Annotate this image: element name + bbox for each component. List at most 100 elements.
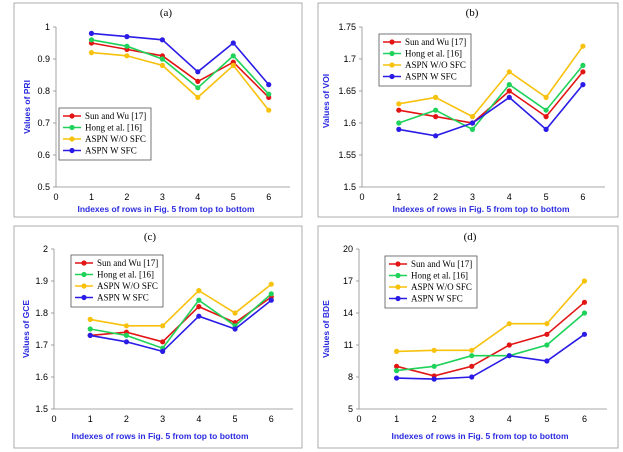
x-tick-label: 6 — [580, 192, 585, 202]
data-point — [506, 69, 512, 75]
legend-marker — [395, 272, 401, 279]
data-point — [433, 133, 439, 139]
data-point — [433, 107, 439, 113]
y-tick-label: 0.7 — [37, 118, 50, 128]
legend-marker — [81, 260, 87, 266]
data-point — [266, 91, 272, 97]
legend-label: Sun and Wu [17] — [97, 258, 158, 268]
panel-b-frame — [317, 2, 619, 218]
legend-label: ASPN W SFC — [405, 72, 457, 82]
data-point — [160, 339, 166, 345]
series-line — [396, 312, 586, 372]
legend-marker — [69, 136, 75, 142]
legend-marker — [81, 294, 87, 301]
legend-label: Hong et al. [16] — [85, 123, 142, 133]
x-tick-label: 5 — [544, 192, 549, 202]
data-point — [393, 368, 400, 374]
data-point — [196, 297, 202, 303]
x-tick-label: 0 — [53, 192, 58, 202]
data-point — [230, 40, 236, 46]
legend-label: Sun and Wu [17] — [405, 37, 466, 47]
data-point — [544, 331, 550, 337]
y-tick-label: 1.7 — [343, 54, 356, 64]
x-tick-label: 6 — [266, 192, 271, 202]
legend-marker — [395, 284, 401, 290]
data-point — [580, 43, 586, 49]
data-point — [195, 85, 201, 91]
x-tick-label: 6 — [269, 414, 274, 424]
x-tick-label: 2 — [432, 414, 437, 424]
data-point — [433, 94, 439, 100]
data-point — [393, 363, 400, 369]
legend-label: ASPN W SFC — [85, 146, 137, 156]
data-point — [469, 363, 475, 369]
data-point — [159, 62, 165, 68]
panel-d-y-label: Values of BDE — [321, 300, 331, 358]
legend-label: Hong et al. [16] — [411, 271, 468, 281]
y-tick-label: 0.9 — [37, 54, 50, 64]
x-tick-label: 1 — [394, 414, 399, 424]
data-point — [230, 62, 236, 68]
legend-label: ASPN W/O SFC — [85, 134, 146, 144]
data-point — [581, 299, 588, 305]
series-line — [398, 84, 584, 137]
data-point — [543, 107, 549, 113]
panel-c-frame — [13, 225, 303, 449]
y-tick-label: 1.5 — [35, 404, 48, 414]
series-line — [90, 283, 272, 327]
data-point — [88, 50, 95, 56]
data-point — [268, 297, 274, 303]
panel-c-x-label: Indexes of rows in Fig. 5 from top to bo… — [71, 431, 249, 441]
panel-b-plot: 1.5 1.55 1.6 1.65 1.7 1.75 0 1 2 3 4 5 6 — [338, 22, 605, 202]
legend-label: ASPN W/O SFC — [405, 60, 466, 70]
panel-a-x-label: Indexes of rows in Fig. 5 from top to bo… — [77, 204, 255, 214]
y-tick-label: 0.6 — [37, 150, 50, 160]
panel-b-y-label: Values of VOI — [321, 74, 331, 128]
panel-a-plot: 0.5 0.6 0.7 0.8 0.9 1 0 1 2 3 4 5 6 — [37, 22, 290, 202]
y-tick-label: 11 — [344, 340, 353, 350]
data-point — [544, 358, 550, 364]
y-tick-label: 1.75 — [338, 22, 356, 32]
y-tick-label: 2 — [43, 244, 48, 254]
series-line — [396, 333, 585, 380]
panel-d-x-label: Indexes of rows in Fig. 5 from top to bo… — [391, 431, 569, 441]
data-point — [431, 363, 437, 369]
y-tick-label: 17 — [343, 276, 353, 286]
x-tick-label: 5 — [233, 414, 238, 424]
legend-label: Hong et al. [16] — [405, 49, 462, 59]
legend-marker — [389, 62, 395, 68]
panel-a: (a) Values of PRI Indexes of rows in Fig… — [13, 2, 303, 218]
x-tick-label: 3 — [469, 414, 474, 424]
legend-label: ASPN W SFC — [411, 294, 463, 304]
legend-marker — [69, 113, 75, 119]
panel-d-title: (d) — [464, 231, 477, 243]
x-tick-label: 4 — [196, 414, 201, 424]
data-point — [88, 30, 95, 36]
data-point — [506, 94, 512, 100]
panel-b-legend: Sun and Wu [17] Hong et al. [16]ASPN W/O … — [378, 33, 472, 87]
x-tick-label: 1 — [88, 414, 93, 424]
data-point — [543, 126, 549, 132]
y-tick-label: 1.7 — [35, 340, 48, 350]
legend-marker — [81, 271, 87, 278]
x-tick-label: 6 — [582, 414, 587, 424]
data-point — [581, 310, 588, 316]
data-point — [580, 82, 586, 88]
data-point — [506, 353, 512, 359]
data-point — [580, 62, 586, 68]
data-point — [87, 326, 93, 332]
data-point — [195, 78, 201, 84]
data-point — [506, 82, 512, 88]
data-point — [544, 321, 550, 327]
x-tick-label: 4 — [195, 192, 200, 202]
legend-label: ASPN W/O SFC — [411, 282, 472, 292]
data-point — [160, 348, 166, 354]
data-point — [230, 53, 236, 59]
series-line — [398, 45, 584, 118]
data-point — [232, 310, 238, 316]
panel-d-frame — [317, 225, 619, 449]
panel-c-y-label: Values of GCE — [21, 300, 31, 358]
data-point — [469, 347, 475, 353]
legend-label: Hong et al. [16] — [97, 270, 154, 280]
legend-label: ASPN W/O SFC — [97, 281, 158, 291]
